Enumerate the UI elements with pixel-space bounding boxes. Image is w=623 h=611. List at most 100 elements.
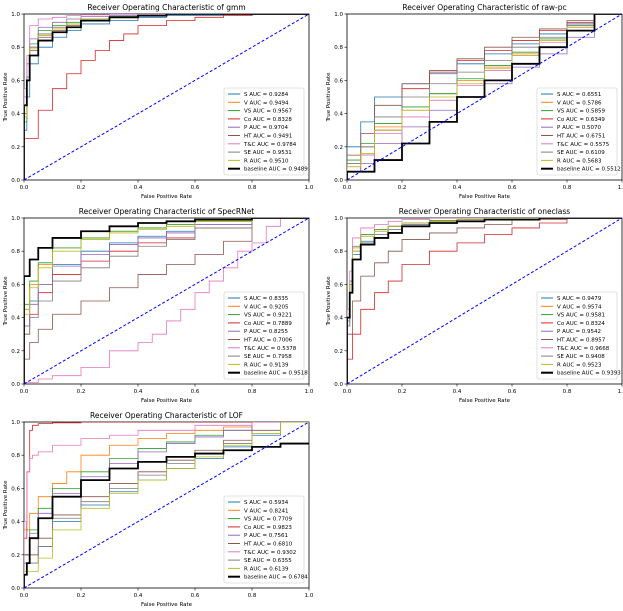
legend-entry: baseline AUC = 0.6784	[244, 575, 308, 581]
legend-entry: Co AUC = 0.7889	[244, 321, 292, 327]
roc-series-line	[24, 218, 309, 384]
roc-series-line	[347, 218, 622, 384]
roc-series-line	[347, 218, 622, 384]
legend-entry: R AUC = 0.6139	[244, 566, 289, 572]
legend-entry: baseline AUC = 0.9393	[557, 371, 621, 377]
y-tick-label: 0.0	[11, 586, 20, 592]
x-tick-label: 0.2	[398, 389, 407, 395]
legend-entry: SE AUC = 0.6355	[244, 558, 292, 564]
chance-diagonal	[346, 13, 623, 181]
legend-entry: T&C AUC = 0.5378	[243, 346, 297, 352]
legend-entry: T&C AUC = 0.9784	[243, 142, 297, 148]
x-tick-label: 0.2	[398, 185, 407, 191]
legend-entry: Co AUC = 0.8324	[557, 321, 605, 327]
y-tick-label: 0.8	[11, 45, 20, 51]
x-tick-label: 0.6	[508, 185, 517, 191]
chance-diagonal	[346, 217, 623, 385]
x-tick-label: 0.2	[77, 389, 86, 395]
x-tick-label: 0.0	[20, 185, 29, 191]
legend-entry: P AUC = 0.7561	[244, 533, 288, 539]
roc-series-line	[24, 218, 309, 384]
legend-entry: R AUC = 0.9523	[557, 362, 602, 368]
x-tick-label: 1.0	[618, 389, 623, 395]
x-tick-label: 1.0	[305, 185, 314, 191]
legend-entry: SE AUC = 0.7958	[244, 354, 292, 360]
legend: S AUC = 0.9479 V AUC = 0.9574 VS AUC = 0.9…	[536, 291, 621, 380]
chart-title: Receiver Operating Characteristic of Spe…	[79, 207, 255, 216]
legend-entry: SE AUC = 0.9531	[244, 150, 292, 156]
legend-entry: Co AUC = 0.9823	[244, 525, 292, 531]
legend-entry: V AUC = 0.5786	[557, 100, 602, 106]
legend-box	[536, 87, 618, 176]
y-tick-label: 0.4	[11, 316, 20, 322]
y-tick-label: 0.4	[334, 316, 343, 322]
roc-series-line	[24, 218, 309, 384]
roc-series-line	[24, 218, 309, 384]
y-tick-label: 0.0	[334, 382, 343, 388]
y-axis-label: True Positive Rate	[3, 72, 9, 123]
x-tick-label: 0.6	[191, 389, 200, 395]
chart-title: Receiver Operating Characteristic of one…	[399, 207, 571, 216]
x-tick-label: 0.4	[134, 593, 143, 599]
legend-box	[223, 87, 305, 176]
legend-entry: V AUC = 0.9205	[244, 304, 289, 310]
x-tick-label: 0.6	[191, 593, 200, 599]
y-tick-label: 0.2	[11, 349, 20, 355]
roc-series-line	[347, 218, 622, 384]
legend-entry: Co AUC = 0.8328	[244, 117, 292, 123]
x-tick-label: 0.0	[343, 185, 352, 191]
x-tick-label: 0.0	[343, 389, 352, 395]
legend-entry: V AUC = 0.8241	[244, 508, 289, 514]
y-tick-label: 0.8	[11, 249, 20, 255]
legend-entry: VS AUC = 0.7709	[244, 517, 292, 523]
x-tick-label: 0.8	[248, 389, 257, 395]
roc-series-line	[24, 218, 309, 384]
y-tick-label: 0.2	[334, 349, 343, 355]
x-tick-label: 0.2	[77, 593, 86, 599]
y-tick-label: 0.8	[11, 453, 20, 459]
legend-entry: P AUC = 0.9542	[557, 329, 601, 335]
y-tick-label: 1.0	[334, 216, 343, 222]
x-tick-label: 0.8	[248, 185, 257, 191]
legend-entry: baseline AUC = 0.5512	[557, 167, 621, 173]
y-tick-label: 1.0	[334, 12, 343, 18]
roc-series-line	[24, 422, 309, 588]
legend-box	[223, 495, 305, 584]
legend-entry: VS AUC = 0.9581	[557, 313, 605, 319]
x-tick-label: 1.0	[618, 185, 623, 191]
legend-entry: S AUC = 0.9479	[557, 296, 602, 302]
legend-entry: V AUC = 0.9494	[244, 100, 289, 106]
y-tick-label: 0.6	[11, 78, 20, 84]
legend-entry: S AUC = 0.6551	[557, 92, 601, 98]
plot-frame	[346, 13, 623, 181]
y-tick-label: 0.4	[334, 112, 343, 118]
x-axis-label: False Positive Rate	[141, 194, 193, 200]
legend-entry: baseline AUC = 0.9518	[244, 371, 308, 377]
x-tick-label: 0.6	[191, 185, 200, 191]
legend: S AUC = 0.9284 V AUC = 0.9494 VS AUC = 0.9…	[223, 87, 308, 176]
y-tick-label: 0.6	[11, 486, 20, 492]
legend-entry: P AUC = 0.8255	[244, 329, 289, 335]
x-tick-label: 0.0	[20, 593, 29, 599]
y-tick-label: 0.6	[334, 282, 343, 288]
y-tick-label: 0.4	[11, 112, 20, 118]
x-tick-label: 0.4	[134, 185, 143, 191]
legend-entry: R AUC = 0.5683	[557, 158, 602, 164]
legend-entry: HT AUC = 0.6810	[244, 542, 293, 548]
roc-panel-3: Receiver Operating Characteristic of one…	[326, 207, 623, 404]
legend-entry: T&C AUC = 0.9668	[556, 346, 610, 352]
y-tick-label: 1.0	[11, 420, 20, 426]
x-axis-label: False Positive Rate	[459, 194, 511, 200]
x-axis-label: False Positive Rate	[459, 398, 511, 404]
chart-title: Receiver Operating Characteristic of raw…	[402, 3, 566, 12]
x-axis-label: False Positive Rate	[141, 398, 193, 404]
x-tick-label: 0.4	[453, 389, 462, 395]
roc-series-line	[347, 218, 622, 384]
legend-entry: P AUC = 0.5070	[557, 125, 602, 131]
legend-entry: baseline AUC = 0.9489	[244, 167, 308, 173]
roc-series-line	[24, 422, 309, 588]
legend-box	[536, 291, 618, 380]
chart-title: Receiver Operating Characteristic of gmm	[87, 3, 245, 12]
roc-panel-2: Receiver Operating Characteristic of Spe…	[3, 207, 314, 404]
